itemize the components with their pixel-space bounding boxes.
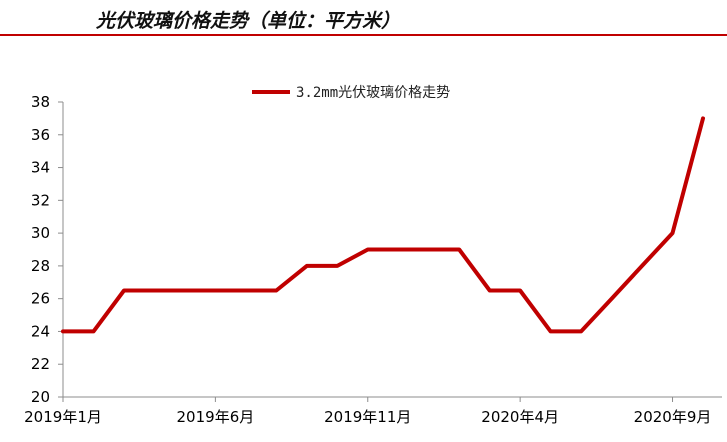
y-tick-label: 30 [31,224,50,242]
x-tick-label: 2019年1月 [24,408,102,426]
data-point [153,289,156,292]
y-tick-label: 28 [31,257,50,275]
data-point [366,248,369,251]
data-point [61,330,65,333]
data-point [671,231,674,235]
axes [62,102,722,398]
data-point [579,330,583,333]
data-point [305,264,309,268]
data-point [92,330,95,333]
y-tick-label: 26 [31,290,50,308]
y-tick-label: 20 [31,388,50,406]
header: 光伏玻璃价格走势（单位：平方米） [0,0,727,36]
data-point [336,264,339,268]
y-tick-label: 36 [31,126,50,144]
data-point [640,264,644,268]
x-tick-label: 2019年11月 [324,408,411,426]
data-point [275,289,278,292]
series-line [61,116,705,334]
y-tick-label: 34 [31,159,50,177]
x-tick-label: 2020年9月 [634,408,712,426]
y-ticks: 20 22 24 26 28 30 32 34 36 38 [31,93,63,406]
x-tick-label: 2019年6月 [177,408,255,426]
y-tick-label: 38 [31,93,50,111]
data-point [610,297,613,300]
data-point [244,289,248,292]
title-rule [0,34,727,36]
data-point [122,289,126,292]
data-point [214,289,217,292]
data-point [701,117,705,120]
data-point [549,330,552,333]
y-tick-label: 22 [31,355,50,373]
y-tick-label: 32 [31,191,50,209]
data-point [183,289,187,292]
y-tick-label: 24 [31,322,50,340]
data-point [397,248,400,251]
legend: 3.2mm光伏玻璃价格走势 [252,84,450,101]
x-tick-label: 2020年4月 [481,408,559,426]
data-point [518,289,522,292]
data-point [427,248,430,251]
data-point [457,248,461,251]
data-point [488,289,491,292]
series-group [61,116,705,334]
legend-label: 3.2mm光伏玻璃价格走势 [296,84,450,101]
x-ticks: 2019年1月 2019年6月 2019年11月 2020年4月 2020年9月 [24,397,711,426]
chart-title: 光伏玻璃价格走势（单位：平方米） [96,10,401,32]
